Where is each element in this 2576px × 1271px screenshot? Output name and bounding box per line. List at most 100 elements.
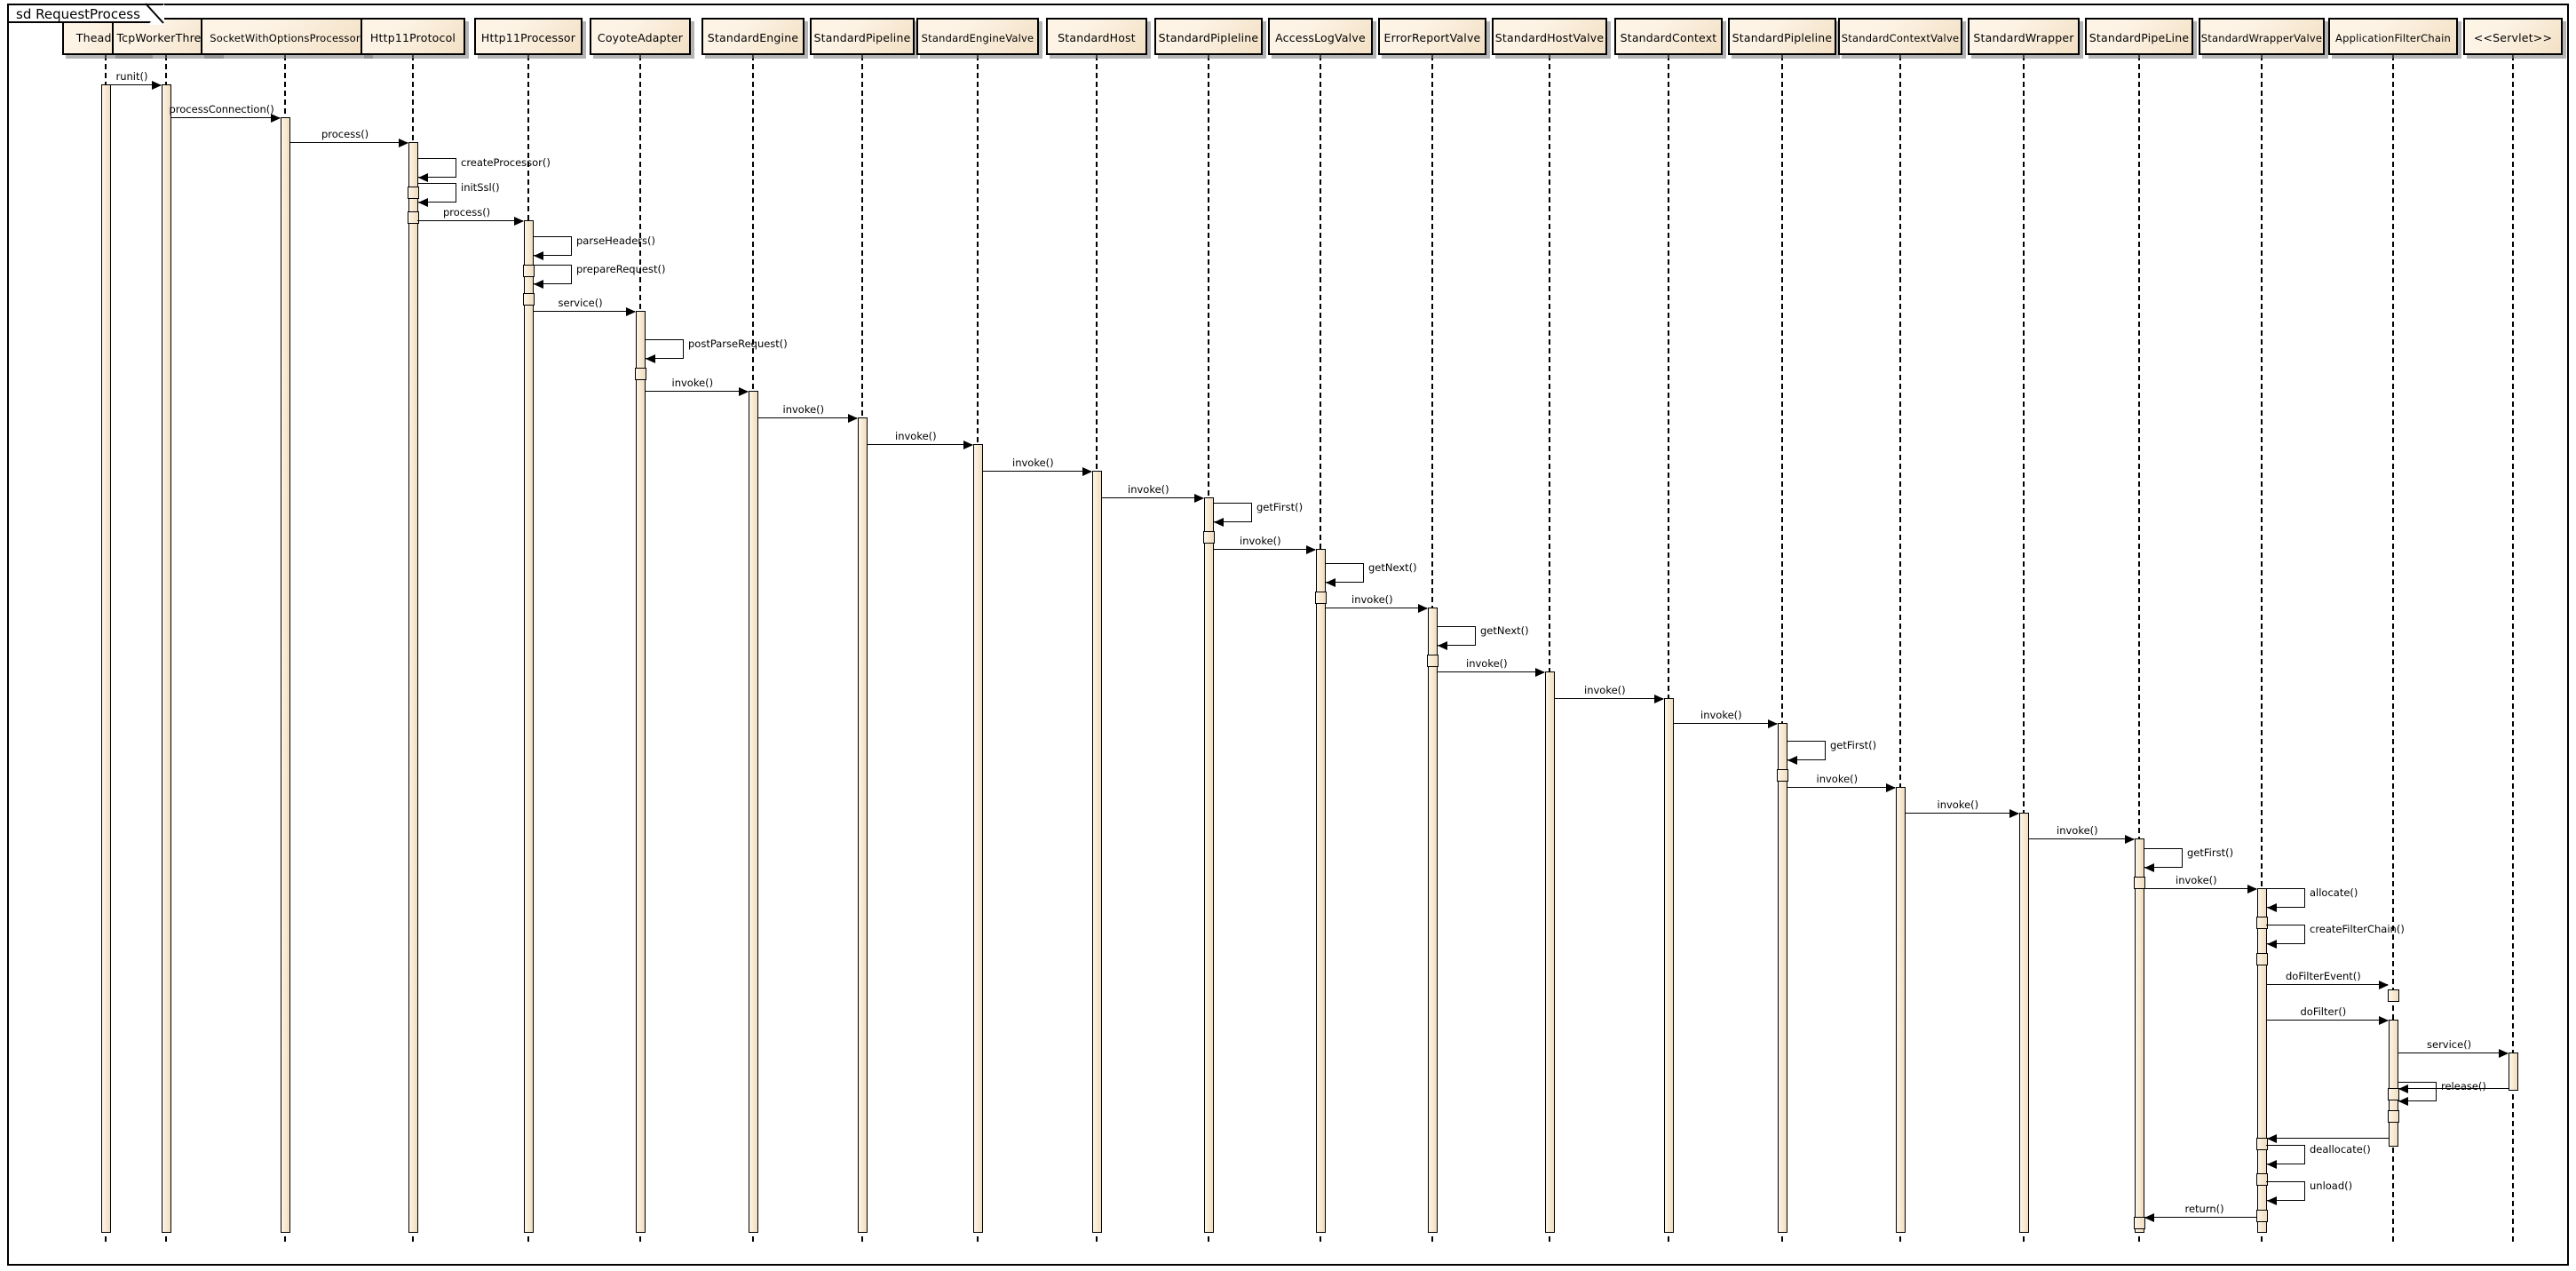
nested-activation-errorreport — [1427, 655, 1439, 667]
lifeline-servlet — [2512, 55, 2514, 1242]
self-message-m20[interactable] — [1437, 626, 1476, 646]
message-label-m13: invoke() — [895, 430, 937, 442]
message-line-m21[interactable] — [1437, 671, 1544, 672]
lifeline-head-stdpipeline4[interactable]: StandardPipeLine — [2085, 18, 2193, 55]
arrowhead-right-icon — [1654, 695, 1664, 703]
message-line-m26[interactable] — [1905, 813, 2018, 814]
message-line-m35[interactable] — [2398, 1088, 2509, 1089]
lifeline-head-errorreport[interactable]: ErrorReportValve — [1378, 18, 1486, 55]
self-message-m10[interactable] — [645, 339, 684, 359]
lifeline-label: StandardPipleline — [1732, 31, 1833, 44]
message-label-m26: invoke() — [1937, 798, 1979, 811]
lifeline-head-stdpipeline1[interactable]: StandardPipeline — [810, 18, 915, 55]
self-message-m36[interactable] — [2398, 1082, 2437, 1101]
message-line-m23[interactable] — [1673, 723, 1777, 724]
self-message-m39[interactable] — [2266, 1181, 2305, 1201]
lifeline-label: StandardWrapperValve — [2200, 32, 2323, 44]
nested-activation-appfilterchain — [2388, 1110, 2399, 1123]
message-line-m09[interactable] — [533, 311, 635, 312]
activation-bar-errorreport — [1428, 608, 1438, 1233]
lifeline-head-accesslogvalve[interactable]: AccessLogValve — [1268, 18, 1373, 55]
lifeline-head-stdhost[interactable]: StandardHost — [1046, 18, 1147, 55]
lifeline-head-stdwrappervalve[interactable]: StandardWrapperValve — [2199, 18, 2325, 55]
lifeline-label: StandardPipeLine — [2089, 31, 2190, 44]
activation-bar-threadpool — [101, 84, 111, 1233]
lifeline-head-appfilterchain[interactable]: ApplicationFilterChain — [2328, 18, 2458, 55]
lifeline-head-stdctxvalve[interactable]: StandardContextValve — [1838, 18, 1962, 55]
lifeline-head-http11protocol[interactable]: Http11Protocol — [361, 18, 465, 55]
lifeline-head-stdpipleline3[interactable]: StandardPipleline — [1728, 18, 1836, 55]
self-message-m04[interactable] — [417, 158, 456, 178]
activation-bar-tcpworker — [162, 84, 171, 1233]
lifeline-head-stdengine[interactable]: StandardEngine — [701, 18, 805, 55]
message-line-m22[interactable] — [1554, 698, 1663, 699]
arrowhead-left-icon — [646, 354, 655, 363]
lifeline-head-servlet[interactable]: <<Servlet>> — [2463, 18, 2563, 55]
lifeline-label: StandardPipeline — [813, 31, 911, 44]
lifeline-label: StandardPipleline — [1158, 31, 1259, 44]
message-line-m12[interactable] — [757, 417, 857, 418]
lifeline-head-socketproc[interactable]: SocketWithOptionsProcessor — [201, 18, 369, 55]
self-message-m08[interactable] — [533, 265, 572, 284]
activation-bar-stdhostvalve — [1545, 671, 1555, 1233]
message-line-m02[interactable] — [170, 117, 280, 118]
activation-bar-stdwrapper — [2019, 813, 2029, 1233]
arrowhead-right-icon — [739, 387, 749, 396]
lifeline-head-http11proc[interactable]: Http11Processor — [474, 18, 583, 55]
lifeline-label: StandardContext — [1620, 31, 1717, 44]
message-line-m37[interactable] — [2267, 1138, 2389, 1139]
arrowhead-right-icon — [152, 81, 162, 90]
lifeline-head-stdwrapper[interactable]: StandardWrapper — [1968, 18, 2080, 55]
message-line-m06[interactable] — [417, 220, 523, 221]
message-label-m05: initSsl() — [461, 181, 500, 194]
arrowhead-right-icon — [626, 307, 636, 316]
lifeline-label: StandardContextValve — [1841, 32, 1960, 44]
nested-activation-accesslogvalve — [1315, 592, 1327, 604]
arrowhead-left-icon — [418, 173, 428, 182]
lifeline-stdhostvalve — [1549, 55, 1550, 1242]
message-line-m17[interactable] — [1213, 549, 1315, 550]
activation-bar-accesslogvalve — [1316, 549, 1326, 1233]
self-message-m24[interactable] — [1787, 741, 1826, 760]
message-label-m17: invoke() — [1240, 535, 1281, 547]
message-label-m06: process() — [443, 206, 491, 218]
message-label-m25: invoke() — [1816, 773, 1859, 785]
self-message-m31[interactable] — [2266, 925, 2305, 944]
message-line-m14[interactable] — [982, 471, 1091, 472]
self-message-m18[interactable] — [1325, 563, 1364, 583]
lifeline-head-stdcontext[interactable]: StandardContext — [1614, 18, 1723, 55]
message-label-m11: invoke() — [671, 377, 714, 389]
message-label-m24: getFirst() — [1830, 739, 1877, 751]
message-line-m25[interactable] — [1787, 787, 1895, 788]
message-line-m32[interactable] — [2266, 984, 2388, 985]
lifeline-stdpipleline3 — [1781, 55, 1783, 1242]
message-label-m22: invoke() — [1584, 684, 1626, 696]
nested-activation-stdwrappervalve — [2256, 1210, 2268, 1222]
lifeline-head-coyoteadapter[interactable]: CoyoteAdapter — [590, 18, 691, 55]
message-line-m40[interactable] — [2144, 1217, 2257, 1218]
message-line-m11[interactable] — [645, 391, 748, 392]
message-line-m15[interactable] — [1101, 497, 1203, 498]
self-message-m16[interactable] — [1213, 503, 1252, 522]
message-line-m27[interactable] — [2028, 838, 2134, 839]
self-message-m28[interactable] — [2144, 848, 2183, 868]
lifeline-stdctxvalve — [1899, 55, 1901, 1242]
message-line-m33[interactable] — [2266, 1020, 2388, 1021]
message-line-m01[interactable] — [110, 84, 161, 85]
activation-bar-stdwrappervalve — [2257, 888, 2267, 1233]
self-message-m38[interactable] — [2266, 1145, 2305, 1164]
nested-activation-http11protocol — [408, 211, 419, 224]
nested-activation-stdpipeline4 — [2134, 1217, 2145, 1229]
nested-activation-stdwrappervalve — [2256, 1173, 2268, 1186]
message-line-m13[interactable] — [867, 444, 972, 445]
activation-bar-stdhost — [1092, 471, 1102, 1233]
lifeline-head-stdenginevalve[interactable]: StandardEngineValve — [916, 18, 1039, 55]
lifeline-head-stdpipleline2[interactable]: StandardPipleline — [1154, 18, 1263, 55]
lifeline-head-stdhostvalve[interactable]: StandardHostValve — [1492, 18, 1607, 55]
message-line-m03[interactable] — [289, 142, 408, 143]
self-message-m05[interactable] — [417, 183, 456, 203]
lifeline-label: StandardWrapper — [1973, 31, 2074, 44]
self-message-m30[interactable] — [2266, 888, 2305, 908]
message-line-m29[interactable] — [2144, 888, 2256, 889]
self-message-m07[interactable] — [533, 236, 572, 256]
